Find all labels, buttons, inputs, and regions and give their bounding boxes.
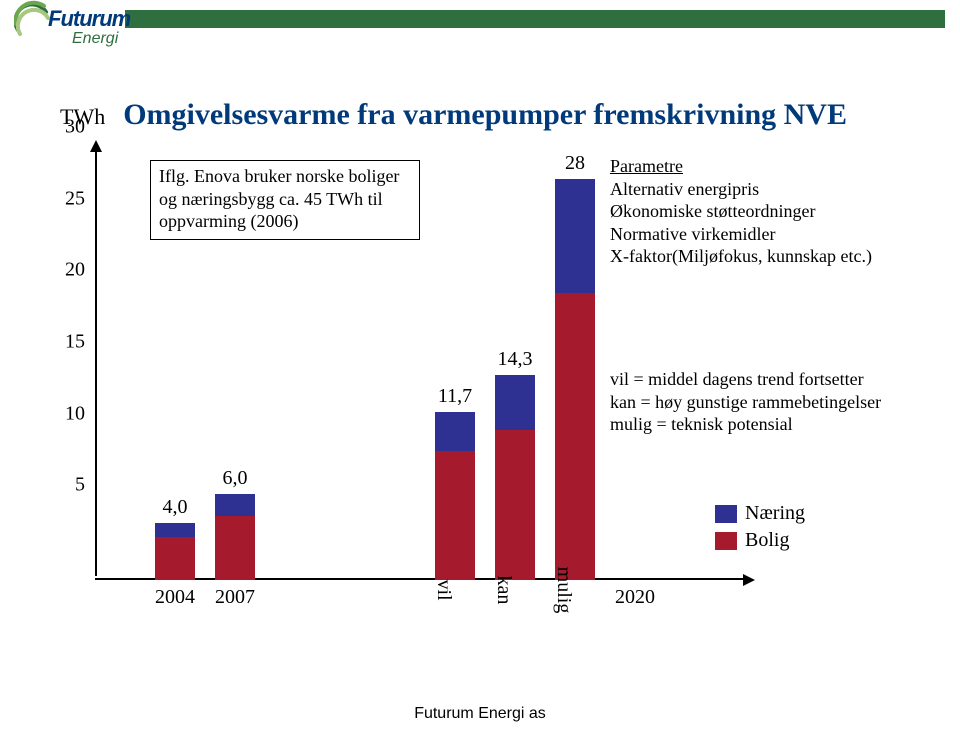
bar-value-label: 28	[565, 152, 585, 175]
bar-value-label: 6,0	[223, 467, 248, 490]
logo-mark: Futurum Energi	[14, 0, 114, 38]
x-tick-label: vil	[432, 579, 455, 600]
header-accent-bar	[125, 10, 945, 28]
bar-b2007: 6,0	[215, 494, 255, 580]
bar-segment-naering	[155, 523, 195, 537]
bar-segment-bolig	[435, 451, 475, 580]
x-tick-label: kan	[492, 576, 515, 605]
x-tick-label: 2020	[615, 586, 655, 609]
legend-label: Næring	[745, 502, 805, 525]
footer-text: Futurum Energi as	[0, 705, 960, 723]
y-tick-label: 10	[55, 402, 85, 425]
chart-title: Omgivelsesvarme fra varmepumper fremskri…	[123, 98, 847, 132]
legend-label: Bolig	[745, 529, 789, 552]
bar-value-label: 14,3	[498, 348, 533, 371]
y-axis-arrow-icon	[90, 140, 102, 152]
bar-value-label: 11,7	[438, 385, 472, 408]
header: Futurum Energi	[0, 0, 960, 75]
bar-segment-naering	[555, 179, 595, 294]
logo-word: Futurum	[48, 6, 130, 32]
bar-kan: 14,3	[495, 375, 535, 580]
x-tick-label: 2004	[155, 586, 195, 609]
bar-b2004: 4,0	[155, 523, 195, 580]
x-axis-arrow-icon	[743, 574, 755, 586]
bar-mulig: 28	[555, 179, 595, 580]
chart-area: 510152025304,020046,0200711,7vil14,3kan2…	[95, 150, 745, 580]
bar-value-label: 4,0	[163, 496, 188, 519]
x-tick-label: mulig	[552, 567, 575, 614]
x-tick-label: 2007	[215, 586, 255, 609]
bar-vil: 11,7	[435, 412, 475, 580]
bar-segment-bolig	[155, 537, 195, 580]
bar-segment-bolig	[215, 516, 255, 581]
bar-segment-naering	[215, 494, 255, 516]
y-tick-label: 15	[55, 331, 85, 354]
y-axis	[95, 146, 97, 576]
logo-sub: Energi	[72, 30, 118, 48]
y-tick-label: 20	[55, 259, 85, 282]
bar-segment-naering	[495, 375, 535, 429]
y-tick-label: 5	[55, 474, 85, 497]
logo: Futurum Energi	[14, 0, 114, 38]
y-tick-label: 30	[55, 116, 85, 139]
bar-segment-naering	[435, 412, 475, 451]
globe-icon	[14, 0, 50, 36]
title-region: TWh Omgivelsesvarme fra varmepumper frem…	[60, 98, 847, 132]
bar-segment-bolig	[555, 293, 595, 580]
bar-segment-bolig	[495, 430, 535, 581]
y-tick-label: 25	[55, 187, 85, 210]
